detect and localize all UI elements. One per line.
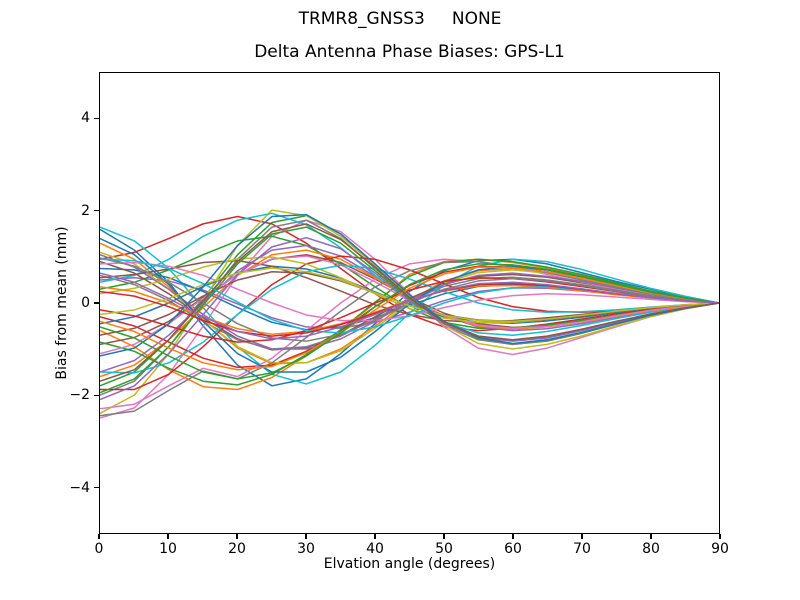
y-tick-label: −2 bbox=[69, 387, 90, 404]
x-tick-label: 90 bbox=[711, 541, 729, 557]
y-tick-mark bbox=[94, 394, 99, 397]
x-tick-mark bbox=[719, 534, 721, 539]
x-tick-mark bbox=[236, 534, 238, 539]
x-tick-label: 60 bbox=[504, 541, 522, 557]
series-line bbox=[100, 267, 719, 323]
x-tick-label: 80 bbox=[642, 541, 660, 557]
x-tick-label: 30 bbox=[297, 541, 315, 557]
series-line bbox=[100, 260, 719, 417]
y-tick-label: −4 bbox=[69, 479, 90, 496]
x-tick-mark bbox=[581, 534, 583, 539]
series-line bbox=[100, 223, 719, 382]
series-line bbox=[100, 258, 719, 410]
y-tick-mark bbox=[94, 487, 99, 489]
series-line bbox=[100, 258, 719, 386]
series-line bbox=[100, 263, 719, 380]
x-tick-label: 20 bbox=[228, 541, 246, 557]
series-line bbox=[100, 272, 719, 340]
y-tick-label: 2 bbox=[81, 202, 90, 219]
y-tick-label: 4 bbox=[81, 110, 90, 127]
y-tick-mark bbox=[94, 209, 99, 212]
series-line bbox=[100, 212, 719, 336]
x-tick-label: 70 bbox=[573, 541, 591, 557]
x-tick-label: 40 bbox=[366, 541, 384, 557]
x-axis-label: Elvation angle (degrees) bbox=[323, 556, 496, 572]
x-tick-mark bbox=[305, 534, 307, 539]
plot-svg bbox=[100, 209, 719, 419]
x-tick-mark bbox=[98, 534, 100, 539]
y-tick-label: 0 bbox=[81, 295, 90, 311]
figure-suptitle: TRMR8_GNSS3 NONE bbox=[298, 9, 502, 29]
x-tick-mark bbox=[650, 534, 652, 539]
series-line bbox=[100, 213, 719, 357]
series-line bbox=[100, 266, 719, 371]
y-tick-mark bbox=[94, 302, 99, 304]
x-tick-label: 0 bbox=[94, 541, 104, 557]
x-tick-label: 50 bbox=[435, 541, 453, 557]
x-tick-mark bbox=[167, 534, 169, 539]
x-tick-label: 10 bbox=[159, 541, 177, 557]
x-tick-mark bbox=[512, 534, 514, 539]
x-tick-mark bbox=[374, 534, 376, 539]
series-line bbox=[100, 264, 719, 374]
x-tick-mark bbox=[443, 534, 445, 539]
y-tick-mark bbox=[94, 117, 99, 119]
axes-title: Delta Antenna Phase Biases: GPS-L1 bbox=[254, 42, 565, 62]
plot-area bbox=[99, 72, 720, 534]
series-line bbox=[100, 257, 719, 342]
